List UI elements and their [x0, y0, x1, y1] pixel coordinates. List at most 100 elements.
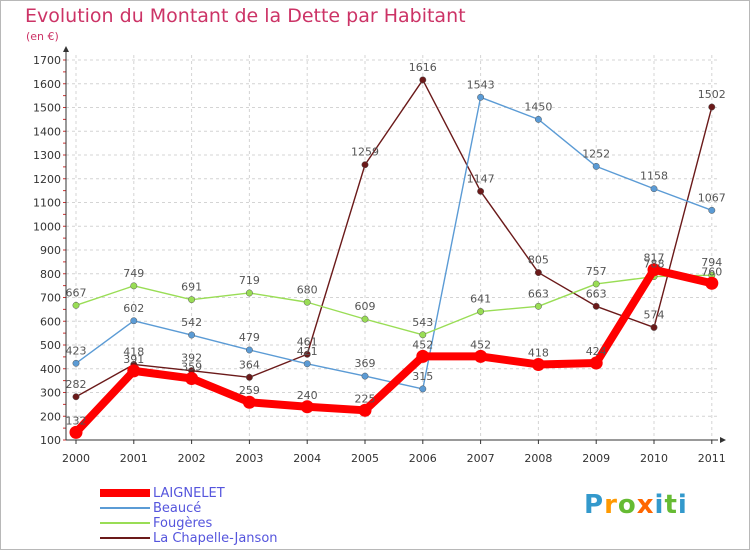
- data-label: 641: [470, 293, 491, 306]
- legend-label: Fougères: [153, 516, 213, 531]
- series-line-la-chapelle-janson: [75, 79, 713, 398]
- data-label: 391: [123, 353, 144, 366]
- data-label: 132: [66, 414, 87, 427]
- data-label: 1616: [409, 61, 437, 74]
- y-tick-label: 1100: [33, 197, 61, 210]
- unit-label: (en €): [26, 30, 59, 43]
- data-point: [361, 372, 369, 380]
- data-label: 369: [355, 357, 376, 370]
- logo-letter: i: [677, 490, 688, 520]
- data-point: [534, 302, 542, 310]
- x-tick-label: 2002: [178, 452, 206, 465]
- data-point: [303, 350, 311, 358]
- x-tick-label: 2003: [235, 452, 263, 465]
- data-point: [531, 357, 545, 371]
- y-tick-label: 800: [40, 268, 61, 281]
- data-point: [185, 371, 199, 385]
- y-axis-arrow: [63, 46, 69, 52]
- data-label: 461: [297, 335, 318, 348]
- x-tick-label: 2007: [467, 452, 495, 465]
- y-tick-label: 1400: [33, 125, 61, 138]
- data-label: 691: [181, 281, 202, 294]
- logo-letter: P: [584, 490, 605, 520]
- logo-letter: i: [654, 490, 665, 520]
- legend-swatch: [100, 537, 150, 539]
- data-point: [592, 302, 600, 310]
- data-label: 663: [586, 287, 607, 300]
- data-label: 225: [355, 392, 376, 405]
- data-point: [416, 349, 430, 363]
- x-tick-label: 2009: [582, 452, 610, 465]
- data-point: [708, 206, 716, 214]
- data-point: [474, 349, 488, 363]
- data-label: 282: [66, 378, 87, 391]
- data-label: 259: [239, 384, 260, 397]
- data-label: 424: [586, 345, 607, 358]
- y-tick-label: 400: [40, 363, 61, 376]
- legend-label: Beaucé: [153, 501, 202, 516]
- data-label: 794: [701, 256, 722, 269]
- data-point: [592, 162, 600, 170]
- data-point: [242, 395, 256, 409]
- data-label: 543: [412, 316, 433, 329]
- y-tick-label: 500: [40, 339, 61, 352]
- logo-letter: t: [664, 490, 678, 520]
- legend-swatch: [100, 522, 150, 524]
- data-label: 1450: [524, 100, 552, 113]
- logo-letter: x: [636, 490, 655, 520]
- data-label: 418: [123, 345, 144, 358]
- x-tick-label: 2010: [640, 452, 668, 465]
- data-point: [72, 393, 80, 401]
- y-tick-label: 900: [40, 244, 61, 257]
- x-axis-arrow: [720, 437, 726, 443]
- data-label: 719: [239, 274, 260, 287]
- data-label: 1147: [467, 172, 495, 185]
- y-tick-label: 100: [40, 434, 61, 447]
- data-label: 392: [181, 352, 202, 365]
- legend-swatch: [100, 489, 150, 497]
- data-label: 1259: [351, 146, 379, 159]
- chart-title: Evolution du Montant de la Dette par Hab…: [25, 5, 466, 27]
- data-label: 760: [701, 265, 722, 278]
- proxiti-logo: Proxiti: [584, 490, 688, 520]
- series-line-foug-res: [75, 274, 713, 336]
- y-tick-label: 1000: [33, 220, 61, 233]
- data-label: 817: [644, 252, 665, 265]
- data-label: 757: [586, 265, 607, 278]
- data-label: 609: [355, 300, 376, 313]
- data-label: 479: [239, 331, 260, 344]
- data-label: 315: [412, 370, 433, 383]
- data-point: [650, 323, 658, 331]
- series-layer: [69, 76, 719, 439]
- data-label: 680: [297, 283, 318, 296]
- x-tick-label: 2011: [698, 452, 726, 465]
- x-tick-label: 2001: [120, 452, 148, 465]
- data-label: 1543: [467, 78, 495, 91]
- data-label: 452: [470, 338, 491, 351]
- axis-layer: 100 200 300 400 500 600 700 800 900 1000 1100 1200 1…: [33, 46, 726, 465]
- data-point: [592, 280, 600, 288]
- legend-label: LAIGNELET: [153, 486, 225, 501]
- data-point: [361, 161, 369, 169]
- data-label: 423: [66, 344, 87, 357]
- data-point: [361, 315, 369, 323]
- y-tick-label: 1500: [33, 102, 61, 115]
- data-point: [419, 76, 427, 84]
- data-point: [419, 331, 427, 339]
- data-point: [647, 263, 661, 277]
- data-point: [705, 276, 719, 290]
- data-point: [300, 400, 314, 414]
- y-tick-label: 200: [40, 410, 61, 423]
- data-point: [245, 346, 253, 354]
- data-label: 421: [297, 345, 318, 358]
- y-tick-label: 600: [40, 315, 61, 328]
- x-tick-label: 2006: [409, 452, 437, 465]
- data-label: 1067: [698, 191, 726, 204]
- data-label: 749: [123, 267, 144, 280]
- logo-letter: o: [617, 490, 637, 520]
- data-point: [589, 356, 603, 370]
- y-tick-label: 1600: [33, 78, 61, 91]
- y-tick-label: 1700: [33, 54, 61, 67]
- data-label: 1252: [582, 147, 610, 160]
